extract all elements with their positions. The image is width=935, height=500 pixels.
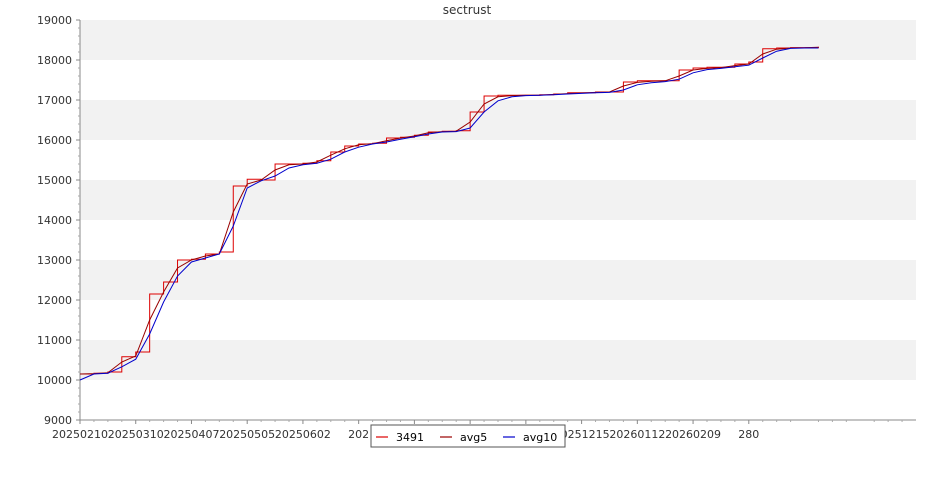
y-tick-label: 10000 bbox=[37, 374, 72, 387]
legend-label-3491: 3491 bbox=[396, 431, 424, 444]
x-tick-label: 280 bbox=[738, 428, 759, 441]
series-line-avg10 bbox=[79, 47, 819, 381]
grid-band bbox=[80, 260, 916, 300]
grid-band bbox=[80, 300, 916, 340]
x-tick-label: 20260209 bbox=[665, 428, 721, 441]
y-tick-label: 16000 bbox=[37, 134, 72, 147]
y-tick-label: 18000 bbox=[37, 54, 72, 67]
legend-box bbox=[370, 424, 566, 448]
legend-label-avg10: avg10 bbox=[523, 431, 557, 444]
y-tick-label: 17000 bbox=[37, 94, 72, 107]
grid-band bbox=[80, 60, 916, 100]
y-tick-label: 15000 bbox=[37, 174, 72, 187]
x-tick-label: 202 bbox=[348, 428, 369, 441]
grid-band bbox=[80, 340, 916, 380]
chart-title: sectrust bbox=[443, 3, 492, 17]
grid-band bbox=[80, 180, 916, 220]
y-tick-label: 9000 bbox=[44, 414, 72, 427]
grid-band bbox=[80, 100, 916, 140]
y-tick-label: 12000 bbox=[37, 294, 72, 307]
x-tick-label: 20250505 bbox=[219, 428, 275, 441]
x-tick-label: 20251215 bbox=[554, 428, 610, 441]
legend: 3491 avg5 avg10 bbox=[370, 424, 566, 448]
x-tick-label: 20250310 bbox=[108, 428, 164, 441]
x-tick-label: 20250210 bbox=[52, 428, 108, 441]
grid-band bbox=[80, 140, 916, 180]
grid-band bbox=[80, 20, 916, 60]
series-layer bbox=[79, 46, 819, 381]
y-tick-label: 13000 bbox=[37, 254, 72, 267]
y-tick-label: 11000 bbox=[37, 334, 72, 347]
x-tick-label: 20250407 bbox=[163, 428, 219, 441]
grid-bands bbox=[80, 20, 916, 420]
legend-label-avg5: avg5 bbox=[460, 431, 487, 444]
y-tick-label: 19000 bbox=[37, 14, 72, 27]
x-tick-label: 20260112 bbox=[609, 428, 665, 441]
y-tick-label: 14000 bbox=[37, 214, 72, 227]
grid-band bbox=[80, 380, 916, 420]
x-tick-label: 20250602 bbox=[275, 428, 331, 441]
